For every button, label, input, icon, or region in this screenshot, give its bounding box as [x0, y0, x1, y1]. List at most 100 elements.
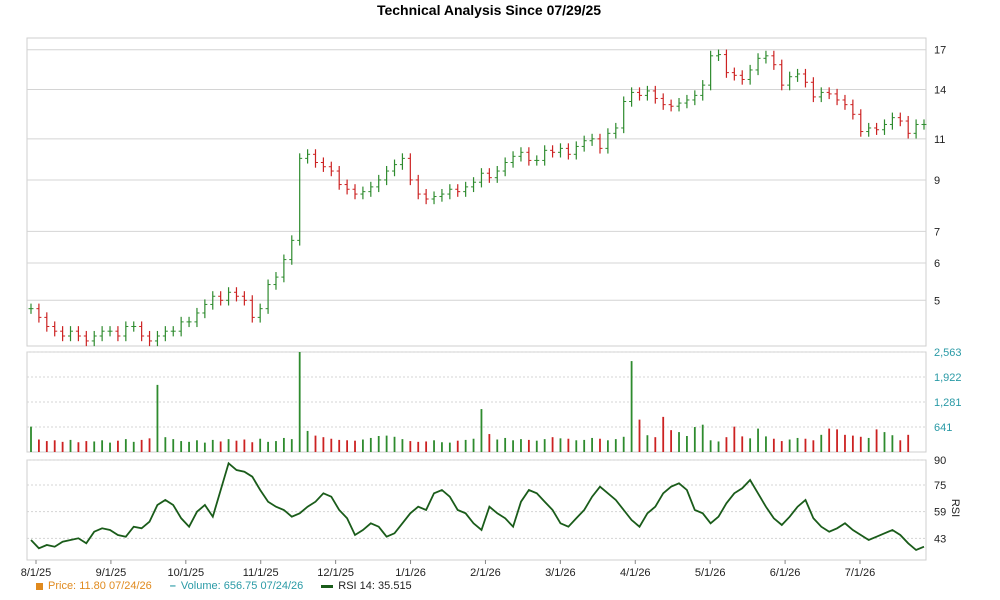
volume-bar — [844, 434, 846, 452]
price-bar — [415, 174, 421, 200]
volume-bar — [77, 442, 80, 452]
volume-bar — [393, 436, 396, 452]
price-bar — [384, 165, 390, 186]
volume-swatch: – — [169, 580, 176, 592]
price-bar — [471, 177, 477, 193]
price-tick-label: 14 — [934, 84, 946, 96]
price-bar — [478, 168, 484, 188]
price-bar — [273, 272, 279, 290]
price-bar — [502, 157, 508, 177]
price-bar — [344, 179, 350, 195]
price-tick-label: 17 — [934, 45, 946, 57]
volume-bar — [765, 436, 767, 452]
volume-bar — [156, 384, 159, 452]
volume-bar — [622, 436, 625, 452]
volume-bar — [638, 419, 641, 452]
volume-bar — [504, 437, 507, 452]
volume-bar — [172, 439, 175, 452]
volume-bar — [259, 438, 262, 452]
volume-bar — [646, 435, 649, 452]
price-bar — [652, 85, 658, 104]
price-bar — [897, 112, 903, 127]
volume-bar — [907, 434, 910, 452]
x-tick-label: 1/1/26 — [395, 567, 426, 579]
x-tick-label: 2/1/26 — [470, 567, 501, 579]
volume-bar — [219, 441, 222, 452]
x-tick-label: 6/1/26 — [770, 567, 801, 579]
volume-bar — [512, 440, 514, 452]
price-bar — [787, 71, 793, 91]
price-bar — [360, 186, 366, 200]
price-bar — [312, 149, 318, 168]
volume-bar — [527, 439, 530, 452]
volume-bar — [662, 416, 665, 452]
volume-bar — [117, 440, 119, 452]
price-bar — [68, 326, 74, 342]
volume-bar — [109, 442, 111, 452]
volume-bar — [599, 438, 601, 452]
rsi-tick-label: 43 — [934, 533, 946, 545]
volume-bar — [859, 436, 862, 452]
price-bar — [75, 326, 81, 342]
volume-bar — [606, 440, 609, 452]
price-bar — [91, 330, 97, 347]
price-bar — [265, 279, 271, 314]
volume-bar — [804, 438, 807, 452]
volume-bar — [820, 434, 823, 452]
rsi-panel: 43 59 75 90 — [26, 455, 946, 561]
volume-bar — [322, 437, 325, 452]
volume-bar — [796, 437, 799, 452]
price-bar — [605, 128, 611, 154]
x-axis: 8/1/25 9/1/25 10/1/25 11/1/25 12/1/25 1/1/26 2… — [21, 560, 875, 579]
volume-bar — [701, 424, 704, 452]
volume-bar — [354, 440, 356, 452]
price-bar — [297, 153, 303, 246]
price-bar — [550, 145, 556, 158]
price-tick-label: 11 — [934, 134, 945, 146]
volume-bar — [464, 439, 467, 452]
price-bar — [881, 119, 887, 135]
legend-rsi-text: RSI 14: 35.515 — [338, 580, 411, 592]
price-bar — [376, 174, 382, 193]
volume-bar — [306, 430, 309, 452]
price-bar — [423, 189, 429, 205]
volume-bar — [401, 439, 404, 452]
volume-bar — [899, 440, 902, 452]
rsi-swatch — [321, 584, 334, 588]
volume-panel: 641 1,281 1,922 2,563 — [26, 347, 962, 453]
volume-bar — [741, 436, 744, 452]
price-bar — [866, 122, 872, 137]
volume-bar — [346, 440, 349, 452]
price-bar — [621, 96, 627, 134]
volume-bar — [164, 437, 167, 452]
price-bar — [826, 87, 832, 100]
volume-bar — [338, 439, 341, 452]
volume-bar — [575, 440, 578, 452]
price-bar — [99, 326, 105, 342]
price-bar — [692, 90, 698, 106]
volume-tick-label: 641 — [934, 422, 952, 434]
price-bar — [755, 53, 761, 76]
price-bar — [178, 316, 184, 337]
price-bar — [921, 119, 927, 130]
price-bar — [407, 153, 413, 186]
price-bar — [431, 191, 437, 205]
price-bar — [660, 93, 666, 110]
x-tick-label: 10/1/25 — [167, 567, 204, 579]
legend-volume-value: 656.75 — [223, 580, 258, 592]
legend-price: Price: 11.80 07/24/26 — [36, 580, 152, 592]
volume-bar — [891, 435, 894, 452]
price-bar — [123, 321, 129, 342]
rsi-tick-label: 90 — [934, 455, 946, 467]
price-bar — [44, 312, 50, 332]
price-bar — [139, 321, 145, 342]
volume-bar — [101, 440, 104, 452]
price-bar — [850, 99, 856, 120]
volume-bar — [583, 439, 586, 452]
volume-bar — [93, 441, 96, 452]
x-tick-label: 3/1/26 — [545, 567, 576, 579]
volume-tick-label: 2,563 — [934, 347, 962, 359]
volume-bar — [369, 437, 372, 452]
price-bar — [202, 299, 208, 319]
volume-bar — [188, 441, 190, 452]
